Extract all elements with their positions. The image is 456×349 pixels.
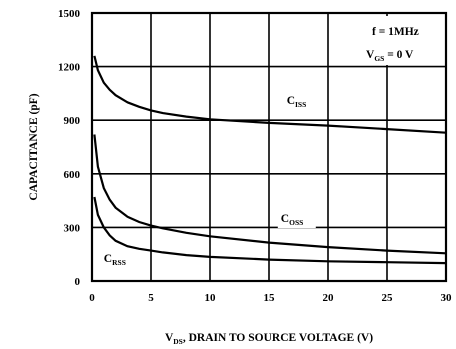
series-label-bg-oss <box>277 210 316 229</box>
condition-vgs: VGS = 0 V <box>366 49 414 63</box>
y-tick-label: 0 <box>75 276 81 288</box>
series-label-bg-rss <box>100 250 139 269</box>
series-group <box>93 55 447 265</box>
x-tick-label: 0 <box>89 292 95 304</box>
x-tick-label: 15 <box>264 292 276 304</box>
series-label-bg-iss <box>283 92 322 111</box>
conditions-box: f = 1MHz VGS = 0 V <box>356 16 442 65</box>
series-labels: CISS COSS CRSS <box>100 92 322 269</box>
y-axis-title: CAPACITANCE (pF) <box>28 93 40 200</box>
y-tick-label: 600 <box>64 169 81 181</box>
condition-frequency: f = 1MHz <box>372 26 419 38</box>
series-label-iss: CISS <box>287 95 307 109</box>
y-tick-label: 1500 <box>58 8 81 20</box>
y-tick-label: 1200 <box>58 62 81 74</box>
x-tick-label: 5 <box>148 292 154 304</box>
series-line-oss <box>93 134 447 255</box>
series-line-rss <box>93 196 447 265</box>
x-tick-label: 30 <box>441 292 453 304</box>
series-label-oss: COSS <box>281 213 304 227</box>
x-axis-title: VDS, DRAIN TO SOURCE VOLTAGE (V) <box>165 332 373 346</box>
x-tick-label: 10 <box>205 292 217 304</box>
x-tick-label: 20 <box>323 292 335 304</box>
y-tick-label: 300 <box>64 222 81 234</box>
x-tick-label: 25 <box>382 292 394 304</box>
series-label-rss: CRSS <box>104 253 126 267</box>
y-tick-label: 900 <box>64 115 81 127</box>
series-line-iss <box>93 55 447 134</box>
